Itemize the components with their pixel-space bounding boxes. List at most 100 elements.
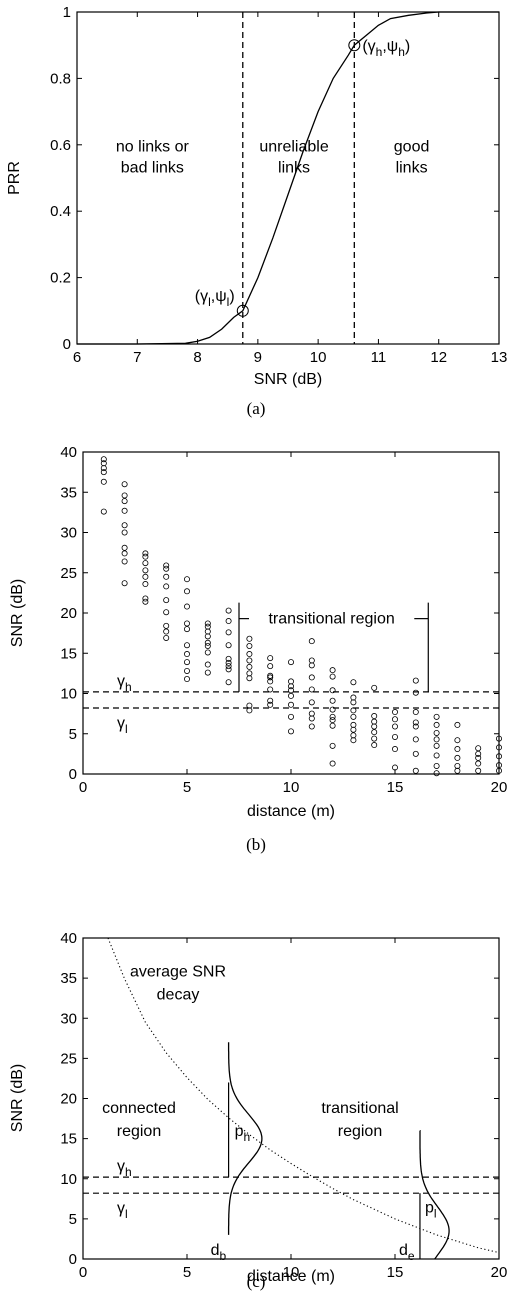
- data-point: [475, 750, 482, 757]
- data-point: [142, 560, 149, 567]
- data-point: [391, 764, 398, 771]
- data-point: [412, 767, 419, 774]
- data-point: [371, 713, 378, 720]
- data-point: [371, 718, 378, 725]
- y-tick-label: 1: [63, 4, 71, 21]
- data-point: [204, 639, 211, 646]
- data-point: [100, 508, 107, 515]
- data-point: [225, 679, 232, 686]
- data-point: [100, 460, 107, 467]
- data-point: [121, 580, 128, 587]
- panel-b-xlabel: distance (m): [247, 803, 335, 820]
- data-point: [329, 717, 336, 724]
- data-point: [100, 456, 107, 463]
- data-point: [267, 674, 274, 681]
- prr-curve: [77, 11, 499, 345]
- x-tick-label: 10: [283, 1264, 300, 1281]
- panel-a-marks: (γl,ψl) (γh,ψh) no links or bad links unreli…: [77, 11, 499, 345]
- annotation-text: transitional: [321, 1100, 398, 1117]
- gamma-label: γh: [117, 673, 132, 694]
- x-tick-label: 10: [283, 779, 300, 796]
- panel-a-ticks: 6 7 8 9 10 11 12 13 0 0.2 0.4 0.6 0.8 1: [50, 4, 507, 366]
- y-tick-label: 25: [60, 565, 77, 582]
- x-tick-label: 5: [183, 1264, 191, 1281]
- annotation-text: decay: [157, 987, 200, 1004]
- x-tick-label: 11: [371, 349, 387, 366]
- data-point: [142, 598, 149, 605]
- data-point: [371, 742, 378, 749]
- data-point: [163, 573, 170, 580]
- x-tick-label: 0: [79, 779, 87, 796]
- data-point: [454, 737, 461, 744]
- data-point: [163, 583, 170, 590]
- data-point: [204, 628, 211, 635]
- x-tick-label: 15: [387, 1264, 404, 1281]
- data-point: [412, 723, 419, 730]
- data-point: [433, 721, 440, 728]
- data-point: [329, 742, 336, 749]
- data-point: [183, 603, 190, 610]
- y-tick-label: 0.6: [50, 137, 71, 154]
- y-tick-label: 0.2: [50, 270, 71, 287]
- data-point: [163, 628, 170, 635]
- data-point: [412, 719, 419, 726]
- data-point: [142, 567, 149, 574]
- x-tick-label: 13: [491, 349, 508, 366]
- data-point: [350, 699, 357, 706]
- data-point: [391, 733, 398, 740]
- y-tick-label: 40: [60, 930, 77, 947]
- data-point: [412, 736, 419, 743]
- data-point: [163, 609, 170, 616]
- data-point: [267, 672, 274, 679]
- data-point: [163, 565, 170, 572]
- data-point: [308, 674, 315, 681]
- data-point: [329, 667, 336, 674]
- data-point: [350, 732, 357, 739]
- data-point: [287, 713, 294, 720]
- region-label: no links or: [116, 138, 190, 155]
- data-point: [267, 701, 274, 708]
- x-tick-label: 0: [79, 1264, 87, 1281]
- annotation-text: average SNR: [130, 964, 226, 981]
- data-point: [204, 633, 211, 640]
- data-point: [121, 558, 128, 565]
- gamma-label: γh: [117, 1158, 132, 1179]
- data-point: [350, 737, 357, 744]
- y-tick-label: 5: [69, 1211, 77, 1228]
- data-point: [183, 651, 190, 658]
- data-point: [350, 726, 357, 733]
- x-tick-label: 5: [183, 779, 191, 796]
- data-point: [121, 550, 128, 557]
- data-point: [371, 729, 378, 736]
- region-label: links: [396, 159, 428, 176]
- data-point: [121, 544, 128, 551]
- data-point: [121, 481, 128, 488]
- data-point: [350, 713, 357, 720]
- data-point: [204, 661, 211, 668]
- annotation-text: region: [338, 1123, 382, 1140]
- region-label: bad links: [121, 159, 184, 176]
- panel-b-marks: γh γl transitional region: [83, 456, 502, 777]
- y-tick-label: 30: [60, 1010, 77, 1027]
- data-point: [121, 522, 128, 529]
- data-point: [308, 686, 315, 693]
- data-point: [142, 573, 149, 580]
- y-tick-label: 0: [63, 336, 71, 353]
- data-point: [204, 623, 211, 630]
- data-point: [225, 642, 232, 649]
- x-tick-label: 20: [491, 779, 508, 796]
- data-point: [391, 709, 398, 716]
- y-tick-label: 35: [60, 970, 77, 987]
- data-point: [121, 507, 128, 514]
- data-point: [454, 767, 461, 774]
- y-tick-label: 10: [60, 686, 77, 703]
- region-label: unreliable: [259, 138, 328, 155]
- data-point: [246, 651, 253, 658]
- data-point: [183, 642, 190, 649]
- y-tick-label: 0: [69, 1251, 77, 1268]
- average-snr-decay-curve: [107, 937, 500, 1254]
- data-point: [246, 670, 253, 677]
- data-point: [225, 659, 232, 666]
- x-tick-label: 15: [387, 779, 404, 796]
- data-point: [475, 745, 482, 752]
